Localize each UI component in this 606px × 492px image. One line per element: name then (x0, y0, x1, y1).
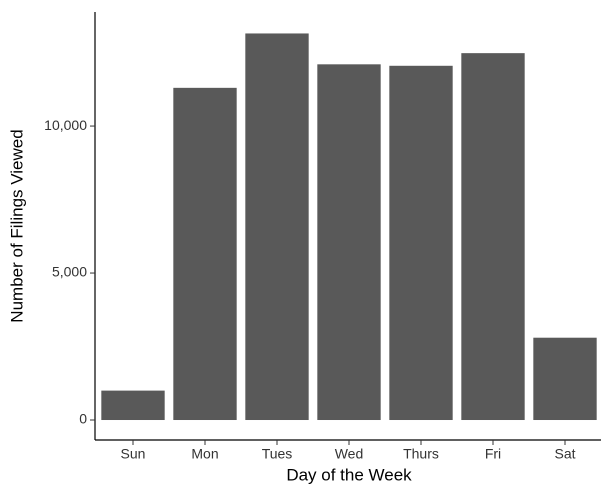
x-tick-label: Mon (191, 446, 218, 462)
bar (101, 390, 165, 421)
bar (245, 33, 309, 421)
y-tick-label: 0 (79, 411, 87, 427)
bar (461, 53, 525, 421)
y-tick-label: 5,000 (52, 264, 87, 280)
x-tick-label: Fri (485, 446, 501, 462)
x-tick-label: Sun (121, 446, 146, 462)
bar (533, 337, 597, 421)
bar (173, 87, 237, 421)
bar (389, 65, 453, 421)
x-tick-label: Thurs (403, 446, 439, 462)
y-axis-title: Number of Filings Viewed (7, 129, 26, 322)
x-tick-label: Tues (262, 446, 293, 462)
x-tick-label: Wed (335, 446, 364, 462)
bar (317, 64, 381, 421)
y-tick-label: 10,000 (44, 117, 87, 133)
x-axis-title: Day of the Week (286, 465, 412, 484)
x-tick-label: Sat (554, 446, 575, 462)
